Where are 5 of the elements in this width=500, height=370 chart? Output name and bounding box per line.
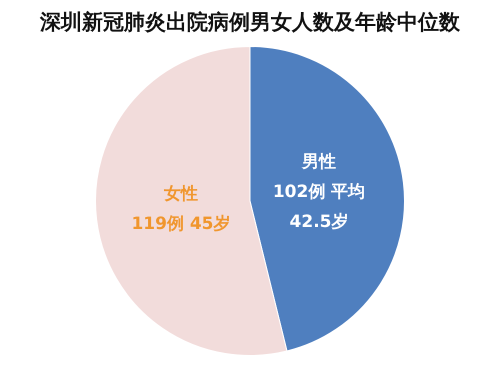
chart-title: 深圳新冠肺炎出院病例男女人数及年龄中位数 bbox=[38, 9, 461, 36]
data-label: 119例 45岁 bbox=[131, 214, 231, 234]
slice-label: 女性 bbox=[162, 184, 198, 204]
data-label: 102例 平均 42.5岁 bbox=[272, 182, 366, 232]
slice-label: 男性 bbox=[301, 152, 336, 172]
